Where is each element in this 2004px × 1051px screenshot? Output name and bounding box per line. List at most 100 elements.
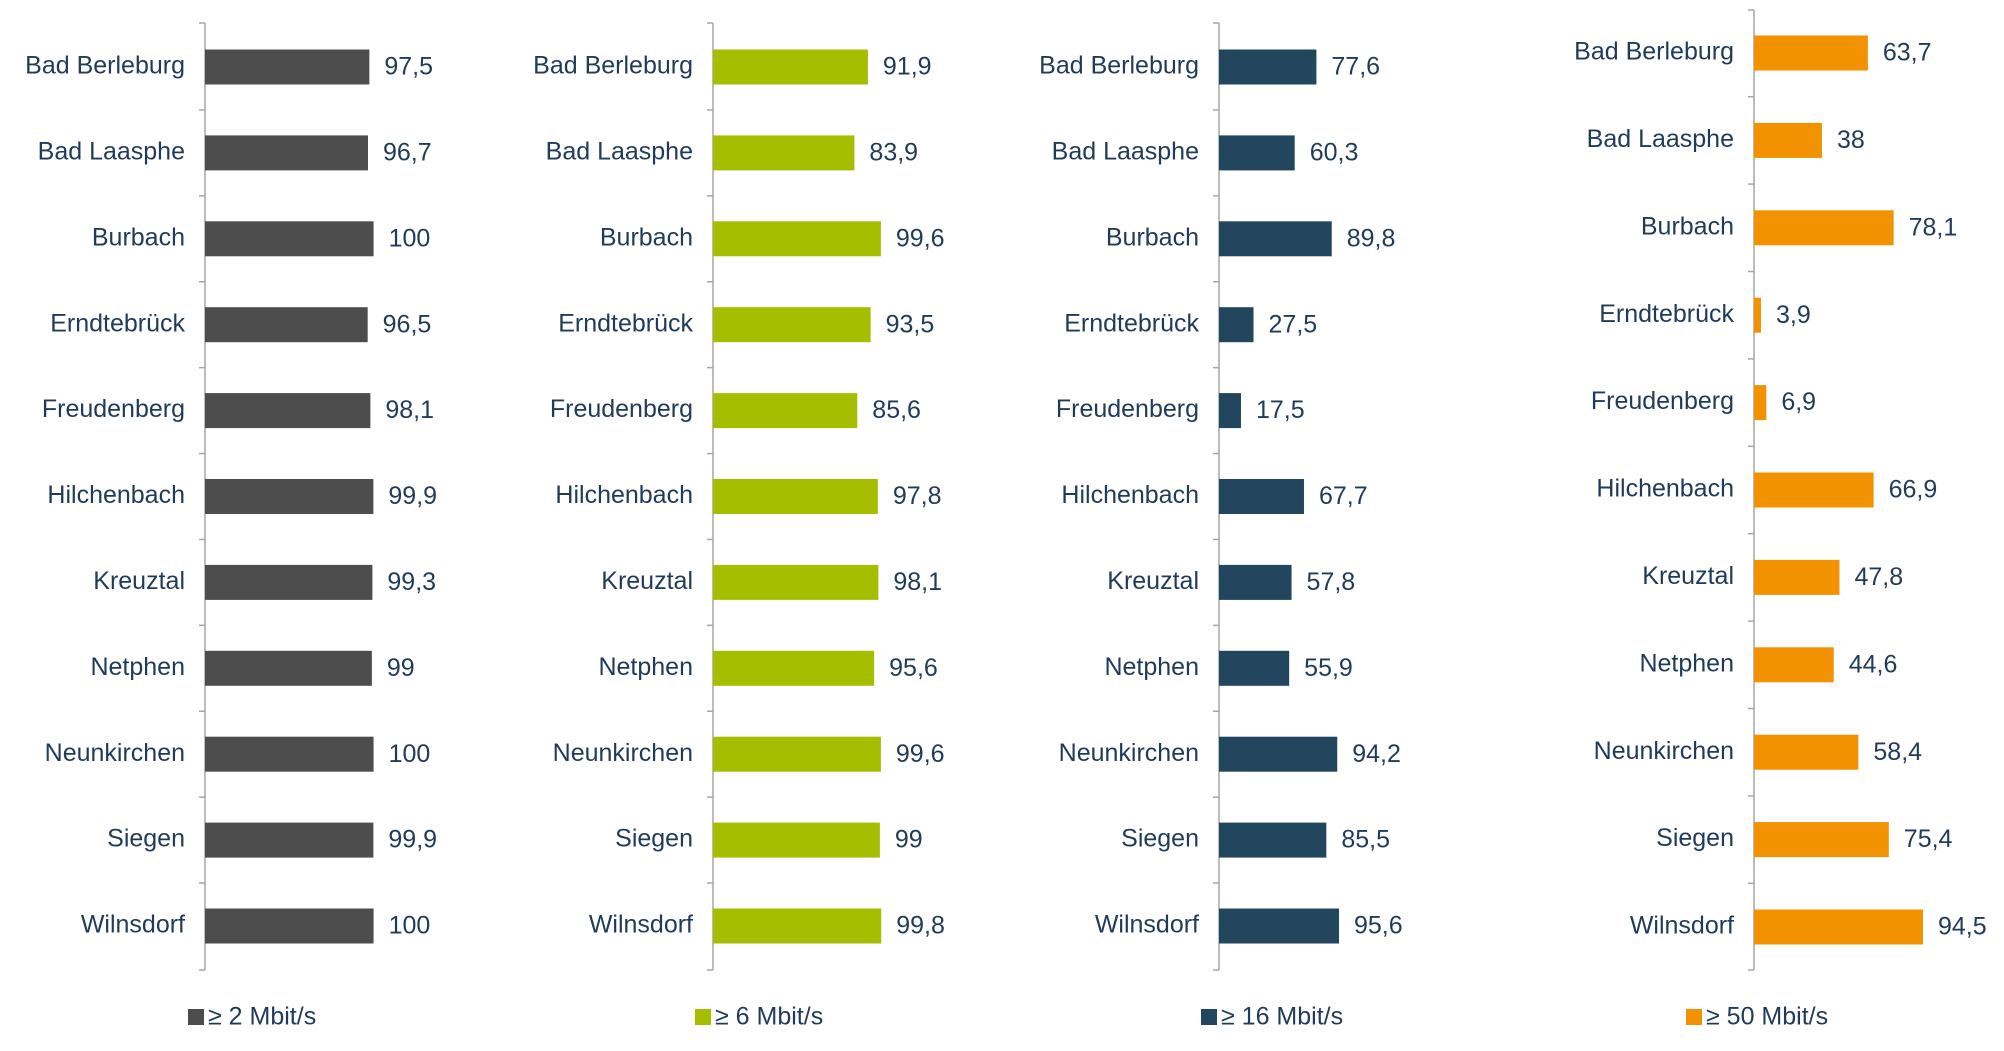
value-label: 100 <box>389 912 431 940</box>
bar <box>713 221 881 257</box>
bar <box>1754 647 1834 683</box>
value-label: 47,8 <box>1854 563 1903 591</box>
value-label: 78,1 <box>1909 213 1958 241</box>
bar <box>205 908 374 944</box>
category-label: Siegen <box>107 825 185 853</box>
value-label: 3,9 <box>1776 301 1811 329</box>
category-label: Bad Berleburg <box>533 52 693 80</box>
value-label: 58,4 <box>1873 738 1922 766</box>
bar <box>1219 393 1241 429</box>
value-label: 99,8 <box>896 912 945 940</box>
category-label: Neunkirchen <box>1059 739 1199 767</box>
value-label: 95,6 <box>889 654 938 682</box>
value-label: 96,7 <box>383 139 432 167</box>
value-label: 99 <box>387 654 415 682</box>
value-label: 93,5 <box>886 310 935 338</box>
value-label: 99,6 <box>896 740 945 768</box>
bar <box>713 822 880 858</box>
bar <box>205 650 372 686</box>
category-label: Hilchenbach <box>1061 481 1199 509</box>
bar <box>1754 472 1874 508</box>
bar <box>205 479 374 514</box>
category-label: Kreuztal <box>1642 562 1734 590</box>
category-label: Netphen <box>90 653 185 681</box>
legend-swatch <box>188 1009 204 1025</box>
value-label: 96,5 <box>383 310 432 338</box>
category-label: Freudenberg <box>1591 387 1734 415</box>
value-label: 85,5 <box>1341 826 1390 854</box>
category-label: Erndtebrück <box>558 309 693 337</box>
legend-label: ≥ 2 Mbit/s <box>208 1003 316 1031</box>
value-label: 94,5 <box>1938 913 1987 941</box>
bar <box>713 307 871 343</box>
category-label: Burbach <box>1641 212 1734 240</box>
category-label: Bad Laasphe <box>1052 138 1199 166</box>
category-label: Burbach <box>600 223 693 251</box>
bar <box>1754 559 1840 595</box>
category-label: Erndtebrück <box>50 309 185 337</box>
bar <box>205 393 371 429</box>
category-label: Freudenberg <box>550 395 693 423</box>
bar <box>205 564 373 600</box>
category-label: Neunkirchen <box>45 739 185 767</box>
category-label: Burbach <box>92 223 185 251</box>
bar <box>1754 385 1767 421</box>
value-label: 83,9 <box>869 139 918 167</box>
category-label: Hilchenbach <box>555 481 693 509</box>
bar <box>713 650 875 686</box>
legend-swatch <box>1686 1009 1702 1025</box>
bar <box>713 479 878 514</box>
bar <box>1219 822 1327 858</box>
category-label: Wilnsdorf <box>1630 912 1734 940</box>
value-label: 98,1 <box>893 568 942 596</box>
category-label: Siegen <box>1121 825 1199 853</box>
bar <box>1219 49 1317 85</box>
value-label: 89,8 <box>1347 224 1396 252</box>
bar <box>1219 221 1332 257</box>
bar <box>1754 909 1923 945</box>
category-label: Freudenberg <box>42 395 185 423</box>
category-label: Netphen <box>598 653 693 681</box>
value-label: 75,4 <box>1904 825 1953 853</box>
value-label: 55,9 <box>1304 654 1353 682</box>
bar <box>1219 307 1254 343</box>
legend-swatch <box>695 1009 711 1025</box>
category-label: Freudenberg <box>1056 395 1199 423</box>
bar <box>713 393 858 429</box>
bar <box>1754 734 1859 770</box>
value-label: 17,5 <box>1256 396 1305 424</box>
bar <box>1219 135 1295 171</box>
category-label: Hilchenbach <box>1596 475 1734 503</box>
category-label: Wilnsdorf <box>1095 911 1199 939</box>
value-label: 97,8 <box>893 482 942 510</box>
bar <box>1219 736 1338 772</box>
value-label: 99,9 <box>388 826 437 854</box>
bar <box>713 908 882 944</box>
category-label: Hilchenbach <box>47 481 185 509</box>
category-label: Kreuztal <box>601 567 693 595</box>
bar <box>1754 210 1894 246</box>
bar <box>1219 650 1290 686</box>
value-label: 66,9 <box>1889 476 1938 504</box>
category-label: Wilnsdorf <box>81 911 185 939</box>
category-label: Bad Laasphe <box>38 138 185 166</box>
value-label: 98,1 <box>385 396 434 424</box>
bar <box>713 564 879 600</box>
category-label: Kreuztal <box>93 567 185 595</box>
bar <box>205 736 374 772</box>
bar <box>205 307 368 343</box>
category-label: Neunkirchen <box>553 739 693 767</box>
value-label: 85,6 <box>872 396 921 424</box>
value-label: 67,7 <box>1319 482 1368 510</box>
category-label: Bad Laasphe <box>546 138 693 166</box>
category-label: Kreuztal <box>1107 567 1199 595</box>
category-label: Erndtebrück <box>1064 309 1199 337</box>
category-label: Wilnsdorf <box>589 911 693 939</box>
value-label: 44,6 <box>1849 650 1898 678</box>
value-label: 38 <box>1837 126 1865 154</box>
value-label: 57,8 <box>1307 568 1356 596</box>
bar <box>1754 297 1761 333</box>
value-label: 99,3 <box>387 568 436 596</box>
category-label: Bad Berleburg <box>1574 38 1734 66</box>
value-label: 63,7 <box>1883 39 1932 67</box>
